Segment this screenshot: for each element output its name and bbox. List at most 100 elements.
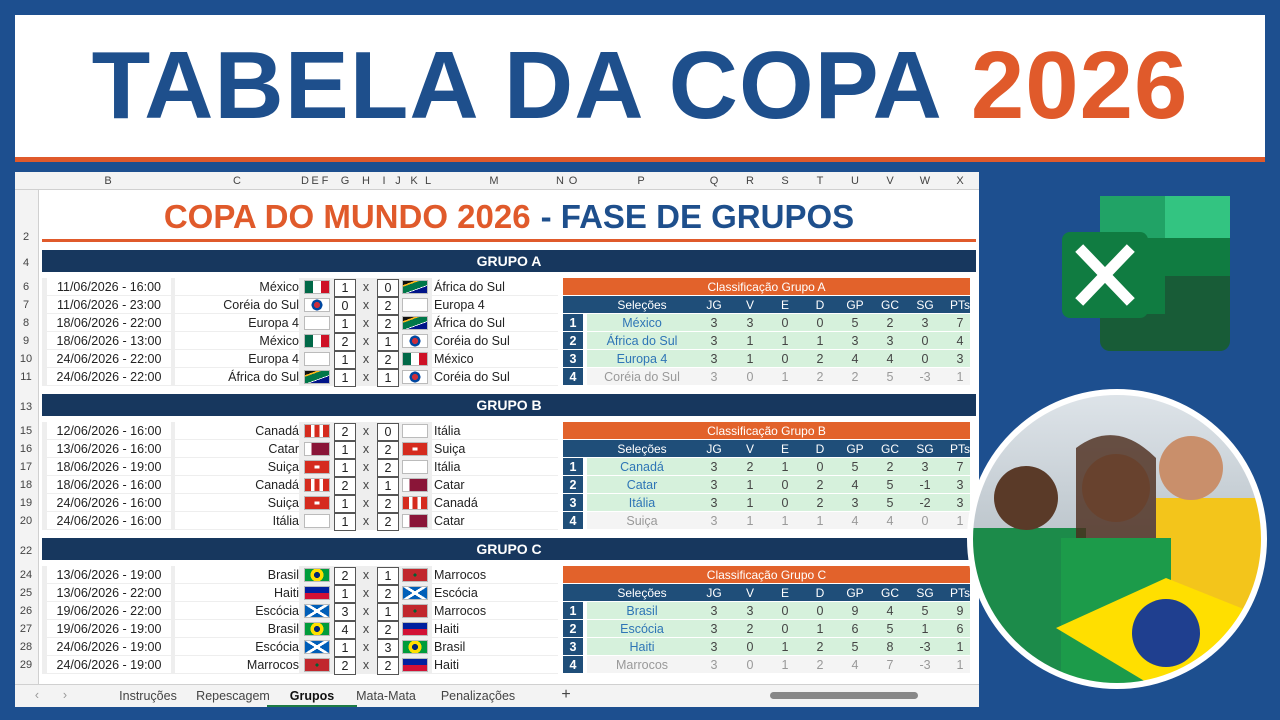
away-flag [402,460,428,474]
team: México [622,316,662,330]
stat: 7 [956,316,964,330]
stat: 3 [710,604,718,618]
row-number: 13 [19,401,33,413]
standings-header: SG [916,298,934,312]
column-letter: Q [709,175,719,187]
group-header: GRUPO C [42,538,976,560]
stat: 3 [746,316,754,330]
stat: 3 [956,352,964,366]
home-goals: 2 [334,423,356,441]
fans-photo [967,389,1267,689]
stat: 4 [851,514,859,528]
sheet-tab[interactable]: Mata-Mata [356,689,416,703]
home-team: Coréia do Sul [175,296,299,313]
standings-header: JG [706,442,722,456]
home-team: México [175,278,299,295]
home-team: Suiça [175,494,299,511]
stat: 3 [710,334,718,348]
away-flag [402,370,428,384]
away-flag [402,424,428,438]
row-number: 22 [19,545,33,557]
row-number: 6 [22,281,30,293]
stat: 5 [886,478,894,492]
away-team: Catar [432,476,558,493]
home-goals: 1 [334,495,356,513]
match-date: 18/06/2026 - 19:00 [47,458,171,475]
standings-header: GC [881,442,899,456]
column-letter: R [746,175,754,187]
team: Haiti [629,640,655,654]
away-goals: 3 [377,639,399,657]
stat: 0 [781,622,789,636]
sheet-tab[interactable]: Grupos [267,687,357,707]
row-number: 28 [19,641,33,653]
sheet-tab[interactable]: Repescagem [196,689,270,703]
scrollbar [770,692,918,699]
match-date: 13/06/2026 - 16:00 [47,440,171,457]
column-letter: V [886,175,894,187]
stat: 2 [816,496,824,510]
home-goals: 1 [334,639,356,657]
home-flag [304,370,330,384]
home-goals: 1 [334,585,356,603]
stat: -3 [919,370,931,384]
standings-row [587,656,970,673]
home-flag [304,424,330,438]
standings-header: Seleções [617,442,667,456]
away-team: Europa 4 [432,296,558,313]
away-goals: 2 [377,513,399,531]
stat: 0 [746,370,754,384]
add-tab[interactable]: + [561,686,571,703]
match-date: 24/06/2026 - 16:00 [47,512,171,529]
row-number: 27 [19,623,33,635]
away-flag [402,334,428,348]
separator: x [362,604,370,618]
home-flag [304,316,330,330]
stat: 1 [816,334,824,348]
separator: x [362,568,370,582]
standings-header: Seleções [617,586,667,600]
stat: 5 [886,370,894,384]
home-team: Canadá [175,422,299,439]
away-flag [402,298,428,312]
home-team: Suiça [175,458,299,475]
match-date: 11/06/2026 - 23:00 [47,296,171,313]
banner: TABELA DA COPA 2026 [15,15,1265,162]
home-team: Canadá [175,476,299,493]
stat: 1 [921,622,929,636]
stat: 1 [781,460,789,474]
stat: 1 [816,514,824,528]
sheet-tab[interactable]: Penalizações [440,689,516,703]
home-flag [304,460,330,474]
away-flag [402,568,428,582]
stat: 3 [746,604,754,618]
team: Canadá [620,460,664,474]
column-letter: J [395,175,401,187]
column-letter: L [424,175,432,187]
away-goals: 1 [377,603,399,621]
away-team: Haiti [432,656,558,673]
row-number: 7 [22,299,30,311]
stat: 3 [921,316,929,330]
column-letter: F [321,175,329,187]
sheet-tab[interactable]: Instruções [119,689,177,703]
away-flag [402,640,428,654]
home-flag [304,442,330,456]
row-number: 16 [19,443,33,455]
standings-header: Seleções [617,298,667,312]
stat: 2 [886,460,894,474]
row-number: 9 [22,335,30,347]
stat: -3 [919,658,931,672]
team: Brasil [626,604,658,618]
match-date: 12/06/2026 - 16:00 [47,422,171,439]
position: 1 [563,458,583,475]
row-number: 18 [19,479,33,491]
team: Escócia [620,622,664,636]
stat: 0 [781,316,789,330]
separator: x [362,316,370,330]
home-flag [304,604,330,618]
home-goals: 2 [334,567,356,585]
away-flag [402,316,428,330]
home-goals: 1 [334,315,356,333]
